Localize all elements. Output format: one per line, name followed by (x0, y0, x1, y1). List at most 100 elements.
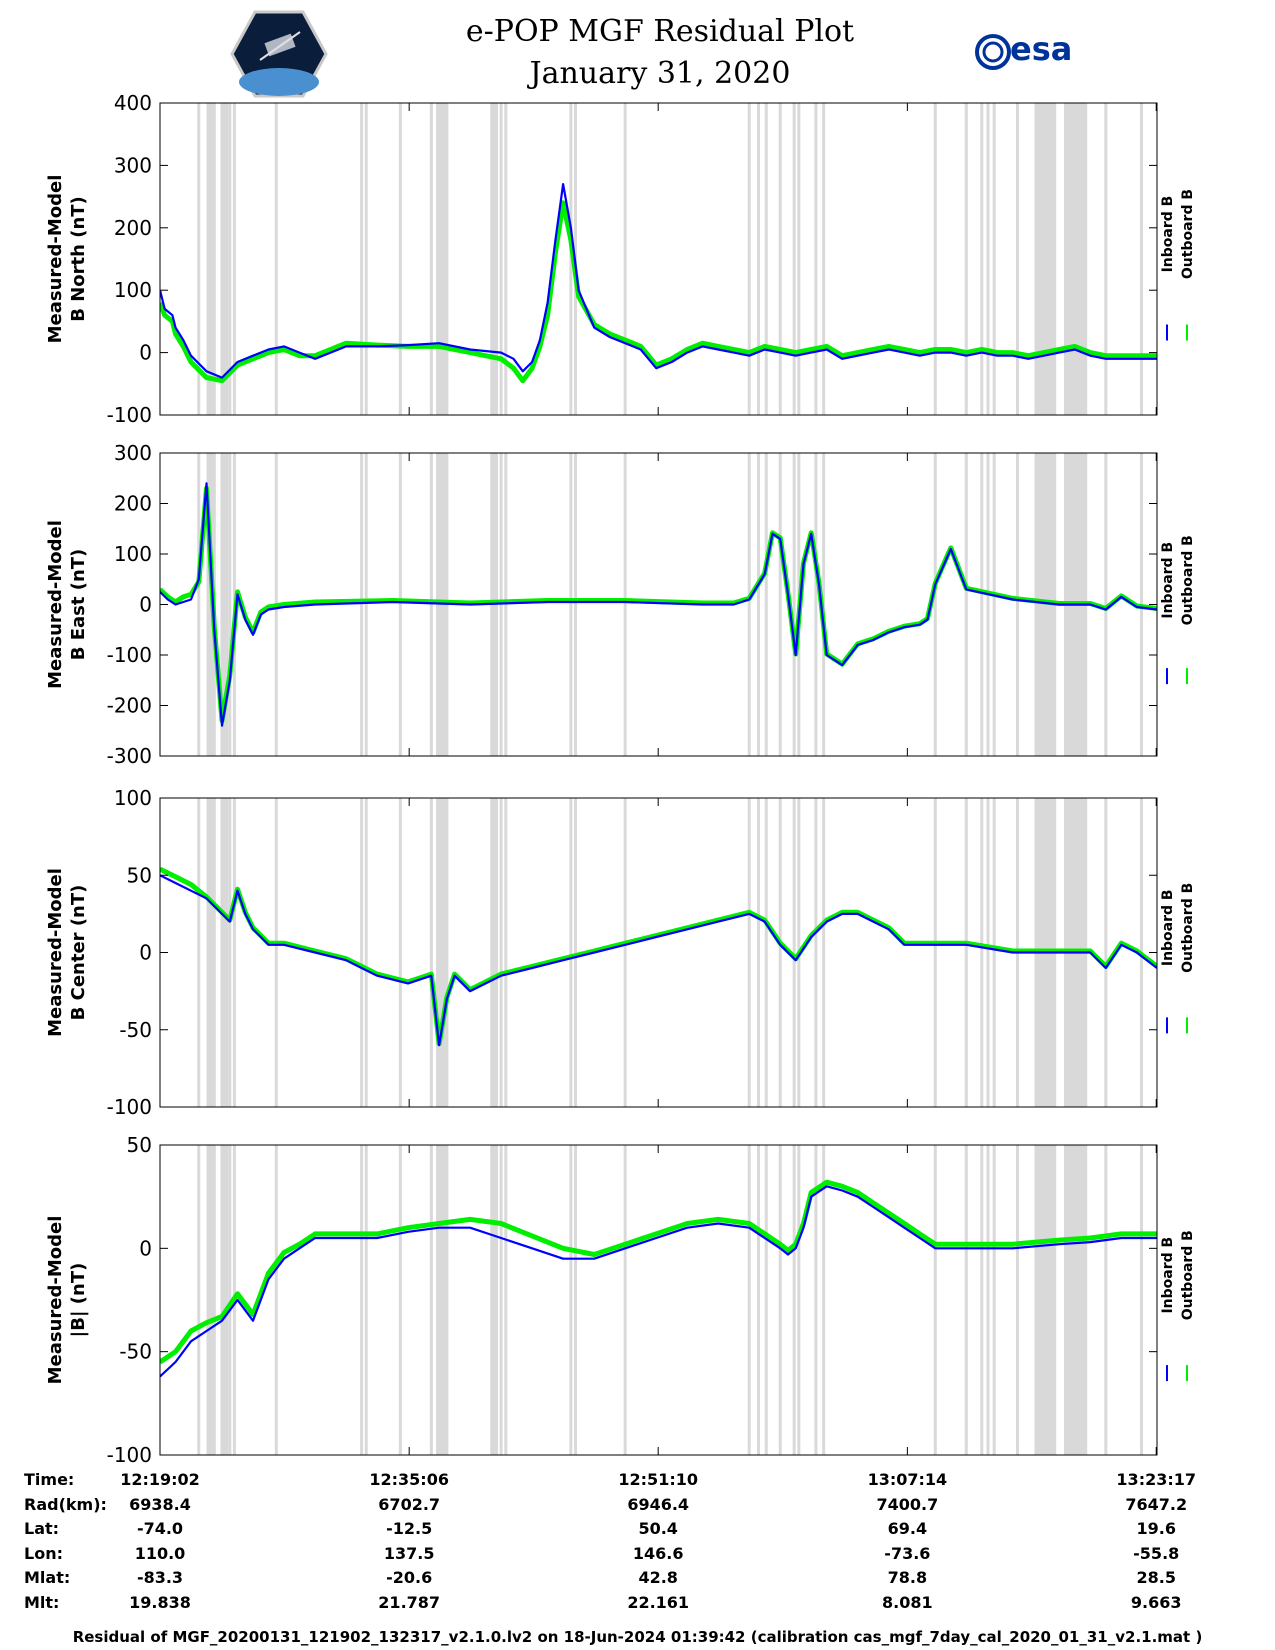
y-tick-label: 100 (114, 278, 152, 302)
series-line-inboard (160, 1185, 1157, 1378)
info-row-value: 9.663 (1130, 1592, 1182, 1612)
y-tick-label: 0 (139, 941, 152, 965)
data-gap-line (499, 103, 503, 415)
data-gap-line (228, 1145, 232, 1455)
data-gap-line (814, 103, 818, 415)
data-gap-line (398, 103, 402, 415)
data-gap-line (364, 453, 368, 756)
data-gap-line (220, 1145, 224, 1455)
data-gap-line (757, 453, 761, 756)
data-gap-band (220, 1145, 229, 1455)
data-gap-line (757, 798, 761, 1107)
info-row-value: 12:19:02 (120, 1470, 200, 1489)
data-gap-line (398, 1145, 402, 1455)
data-gap-line (764, 1145, 768, 1455)
legend-label-inboard: Inboard B (1160, 889, 1176, 966)
data-gap-line (933, 798, 937, 1107)
data-gap-line (822, 1145, 826, 1455)
y-axis-label: B Center (nT) (68, 885, 89, 1021)
data-gap-line (197, 453, 201, 756)
y-tick-label: -100 (107, 1443, 152, 1467)
data-gap-line (822, 103, 826, 415)
data-gap-line (623, 103, 627, 415)
data-gap-band (220, 798, 229, 1107)
y-tick-label: 50 (127, 1133, 152, 1157)
plot-frame (159, 1144, 1158, 1456)
info-row-value: 6702.7 (378, 1494, 441, 1514)
data-gap-line (209, 798, 213, 1107)
data-gap-line (228, 103, 232, 415)
data-gap-line (228, 453, 232, 756)
esa-logo-text: esa (1010, 30, 1073, 68)
data-gap-line (792, 453, 796, 756)
data-gap-line (747, 1145, 751, 1455)
data-gap-line (757, 103, 761, 415)
chart-panel-4: -100 -50 0 50 Measured-Model |B| (nT) Inboard … (45, 1133, 1196, 1467)
data-gap-band (435, 798, 449, 1107)
data-gap-line (964, 103, 968, 415)
data-gap-line (778, 798, 782, 1107)
data-gap-line (574, 798, 578, 1107)
y-tick-label: 300 (114, 441, 152, 465)
info-row-value: 7647.2 (1125, 1494, 1188, 1514)
data-gap-line (429, 103, 433, 415)
legend-label-inboard: Inboard B (1160, 196, 1176, 273)
data-gap-line (569, 798, 573, 1107)
info-row-value: -73.6 (884, 1543, 931, 1563)
data-gap-line (197, 103, 201, 415)
data-gap-line (964, 798, 968, 1107)
data-gap-line (398, 453, 402, 756)
data-gap-line (504, 103, 508, 415)
data-gap-line (360, 798, 364, 1107)
data-gap-line (274, 103, 278, 415)
y-tick-label: -50 (119, 1018, 152, 1042)
info-row-value: 146.6 (632, 1543, 684, 1563)
data-gap-line (992, 453, 996, 756)
info-row-value: 8.081 (882, 1592, 933, 1612)
data-gap-band (490, 1145, 499, 1455)
esa-logo (975, 34, 1011, 70)
chart-panel-1: -100 0 100 200 300 400 Measured-Model B North (… (45, 91, 1196, 427)
data-gap-line (220, 798, 224, 1107)
info-row-value: 19.6 (1136, 1519, 1176, 1538)
data-gap-band (1034, 1145, 1057, 1455)
footer-caption: Residual of MGF_20200131_121902_132317_v… (72, 1628, 1203, 1646)
data-gap-line (1015, 103, 1019, 415)
data-gap-band (435, 103, 449, 415)
y-tick-label: 0 (139, 593, 152, 617)
info-row-label: Lat: (24, 1519, 60, 1538)
info-row-value: 137.5 (383, 1543, 435, 1563)
data-gap-line (220, 453, 224, 756)
data-gap-line (814, 453, 818, 756)
data-gap-band (490, 103, 499, 415)
series-line-inboard (160, 874, 1157, 1047)
data-gap-line (764, 798, 768, 1107)
series-line-inboard (160, 482, 1157, 727)
data-gap-line (986, 453, 990, 756)
data-gap-line (980, 1145, 984, 1455)
data-gap-line (1104, 103, 1108, 415)
plot-date: January 31, 2020 (529, 56, 791, 91)
data-gap-line (499, 1145, 503, 1455)
info-row-value: 42.8 (638, 1568, 678, 1587)
info-row-value: 69.4 (887, 1519, 928, 1538)
legend-label-inboard: Inboard B (1160, 542, 1176, 619)
info-row-value: 7400.7 (876, 1494, 939, 1514)
data-gap-line (792, 798, 796, 1107)
data-gap-line (364, 798, 368, 1107)
data-gap-line (986, 1145, 990, 1455)
y-axis-label: Measured-Model (45, 520, 66, 689)
data-gap-line (209, 103, 213, 415)
legend-label-outboard: Outboard B (1180, 189, 1196, 279)
data-gap-line (499, 798, 503, 1107)
data-gap-line (747, 103, 751, 415)
data-gap-band (1063, 103, 1088, 415)
legend-label-outboard: Outboard B (1180, 883, 1196, 973)
data-gap-line (429, 1145, 433, 1455)
data-gap-line (220, 103, 224, 415)
data-gap-line (360, 453, 364, 756)
data-gap-line (757, 1145, 761, 1455)
data-gap-line (1104, 1145, 1108, 1455)
info-row-value: -74.0 (136, 1519, 184, 1538)
